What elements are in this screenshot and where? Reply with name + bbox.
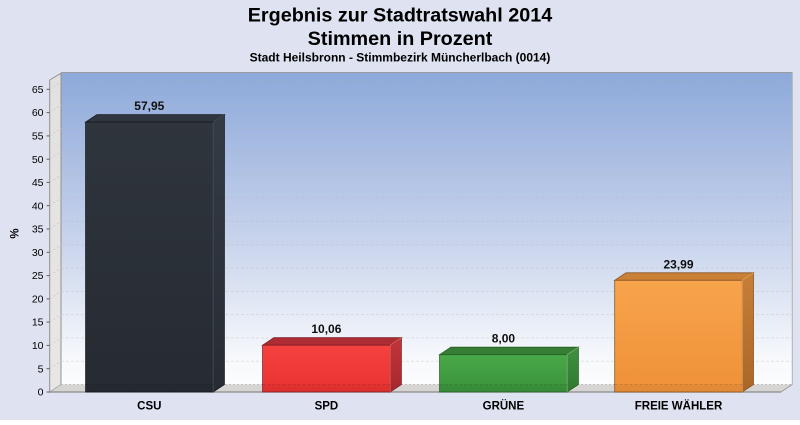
svg-text:25: 25 [32,270,44,282]
svg-text:20: 20 [32,294,44,306]
svg-text:45: 45 [32,177,44,189]
svg-text:CSU: CSU [137,401,161,413]
svg-text:Ergebnis zur Stadtratswahl 201: Ergebnis zur Stadtratswahl 2014 [248,5,553,27]
svg-text:FREIE WÄHLER: FREIE WÄHLER [635,400,723,413]
svg-text:Stadt Heilsbronn - Stimmbezirk: Stadt Heilsbronn - Stimmbezirk Müncherlb… [250,50,551,64]
svg-text:57,95: 57,95 [134,99,164,113]
svg-text:8,00: 8,00 [492,332,516,346]
svg-text:GRÜNE: GRÜNE [483,400,525,413]
svg-text:23,99: 23,99 [663,257,693,271]
svg-text:30: 30 [32,247,44,259]
svg-text:50: 50 [32,154,44,166]
svg-text:%: % [10,228,22,238]
svg-text:5: 5 [38,363,44,375]
svg-text:35: 35 [32,224,44,236]
svg-text:65: 65 [32,84,44,96]
svg-text:10,06: 10,06 [311,322,341,336]
svg-text:55: 55 [32,131,44,143]
svg-text:15: 15 [32,317,44,329]
svg-text:Stimmen in Prozent: Stimmen in Prozent [308,28,493,50]
svg-text:60: 60 [32,107,44,119]
svg-text:10: 10 [32,340,44,352]
svg-text:40: 40 [32,200,44,212]
svg-text:SPD: SPD [315,401,339,413]
svg-text:0: 0 [38,387,44,399]
